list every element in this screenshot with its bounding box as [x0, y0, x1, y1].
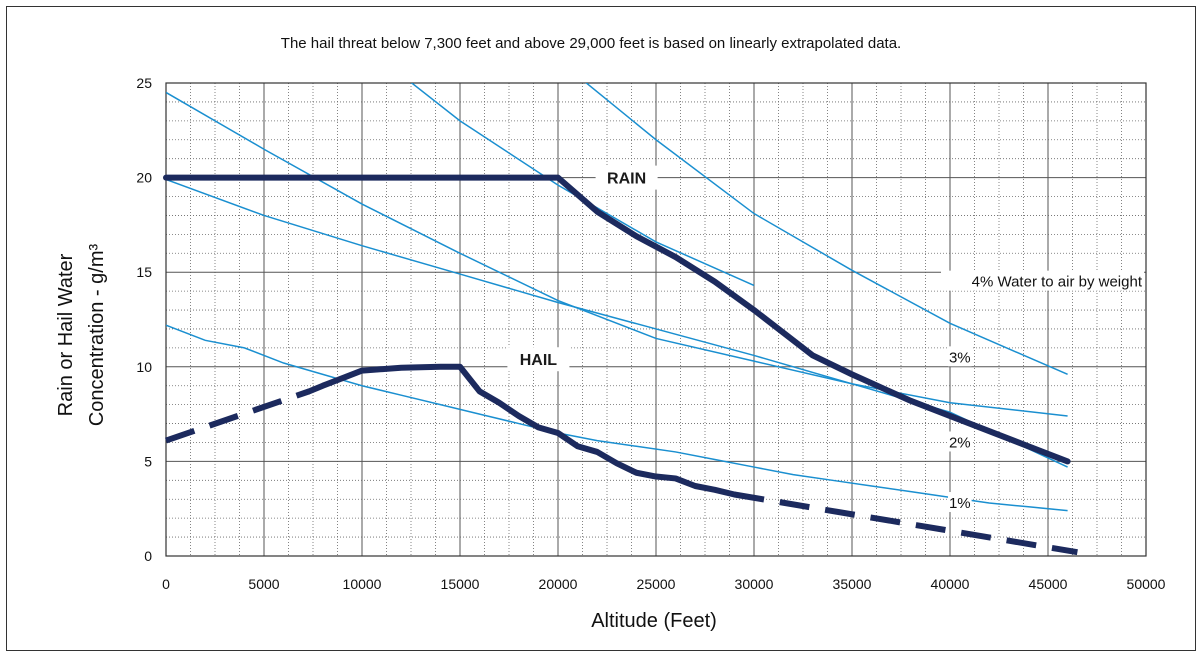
- series-label-hail: HAIL: [520, 352, 558, 369]
- iso-curve-1: [585, 83, 1068, 376]
- y-tick-label: 5: [144, 453, 152, 469]
- x-tick-label: 10000: [343, 576, 382, 592]
- y-axis-title-line2: Concentration - g/m³: [86, 244, 108, 427]
- x-tick-label: 15000: [441, 576, 480, 592]
- grid: [165, 82, 1147, 557]
- y-tick-label: 20: [136, 170, 152, 186]
- axis-ticks: 0 5000 10000 15000 20000 25000 30000 35000 40000…: [136, 75, 1165, 592]
- iso-label-bg: [948, 431, 972, 452]
- water-to-air-ratio-curves: [166, 83, 1068, 512]
- iso-label-bg: [948, 346, 972, 367]
- x-tick-label: 30000: [735, 576, 774, 592]
- series-label-bg: [507, 347, 570, 372]
- hail-extrapolated-line-0: [165, 388, 311, 444]
- extrapolation-note: The hail threat below 7,300 feet and abo…: [281, 35, 901, 52]
- series-label-rain: RAIN: [607, 171, 646, 188]
- x-tick-label: 20000: [539, 576, 578, 592]
- iso-label-1: 3%: [949, 349, 971, 366]
- iso-label-3: 1%: [949, 495, 971, 512]
- rain-hail-series: [163, 174, 1078, 556]
- x-tick-label: 25000: [637, 576, 676, 592]
- iso-label-2: 2%: [949, 434, 971, 451]
- iso-curve-0: [410, 83, 755, 287]
- x-tick-label: 0: [162, 576, 170, 592]
- y-tick-label: 10: [136, 359, 152, 375]
- y-tick-label: 25: [136, 75, 152, 91]
- series-labels: RAIN HAIL 4% Water to air by weight 3% 2% 1%: [507, 165, 1144, 513]
- x-tick-label: 5000: [248, 576, 279, 592]
- rain-line: [163, 174, 1071, 465]
- x-tick-label: 50000: [1127, 576, 1166, 592]
- y-tick-label: 0: [144, 548, 152, 564]
- x-tick-label: 40000: [931, 576, 970, 592]
- iso-label-0: 4% Water to air by weight: [972, 274, 1143, 291]
- hail-line: [306, 363, 738, 498]
- y-tick-label: 15: [136, 264, 152, 280]
- plot-border: [165, 82, 1147, 557]
- series-label-bg: [595, 165, 658, 190]
- x-tick-label: 35000: [833, 576, 872, 592]
- iso-curve-4: [166, 324, 1068, 512]
- x-axis-title: Altitude (Feet): [591, 610, 717, 632]
- chart-frame: [6, 6, 1196, 651]
- iso-label-bg: [948, 492, 972, 513]
- y-axis-title-line1: Rain or Hail Water: [55, 253, 77, 416]
- iso-label-bg: [941, 270, 1144, 291]
- hail-extrapolated-line-1: [733, 491, 1078, 556]
- x-tick-label: 45000: [1029, 576, 1068, 592]
